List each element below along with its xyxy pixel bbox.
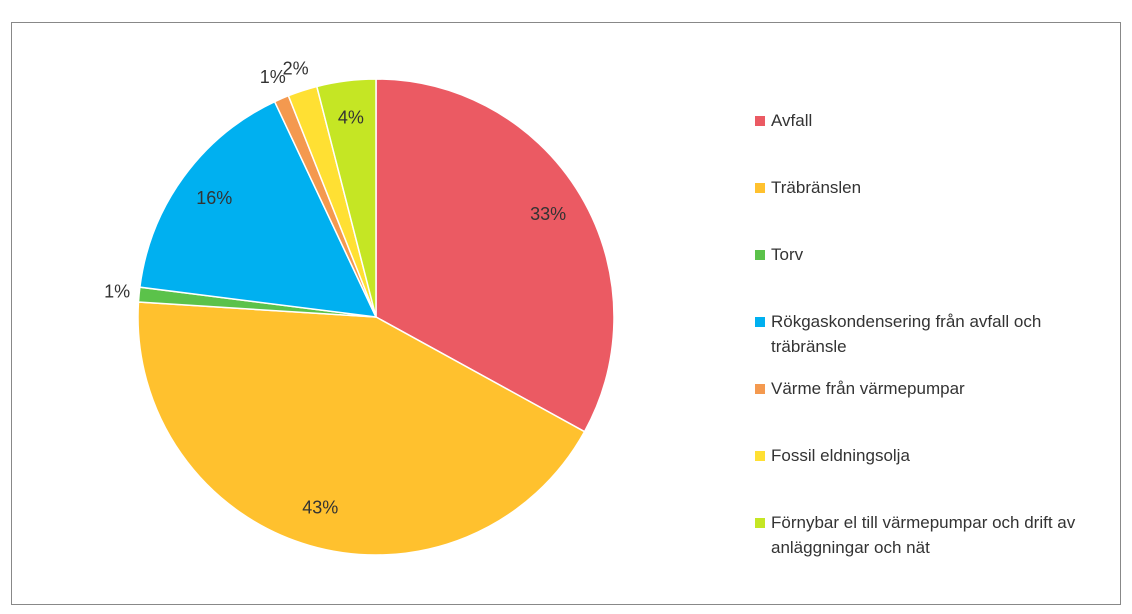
pie-slice — [315, 78, 377, 318]
legend-label: Förnybar el till värmepumpar och drift a… — [771, 513, 1076, 557]
legend-label: Fossil eldningsolja — [771, 446, 910, 465]
pie-slice — [139, 100, 378, 318]
legend-swatch — [755, 317, 765, 327]
data-label: 1% — [260, 67, 286, 87]
legend-swatch — [755, 183, 765, 193]
legend-swatch — [755, 250, 765, 260]
legend-label: Rökgaskondensering från avfall och träbr… — [771, 312, 1042, 356]
legend-swatch — [755, 451, 765, 461]
legend: Avfall Träbränslen Torv Rökgaskondensering … — [755, 108, 1115, 577]
legend-swatch — [755, 384, 765, 394]
legend-label: Träbränslen — [771, 178, 862, 197]
pie-slice — [137, 301, 586, 556]
legend-item: Förnybar el till värmepumpar och drift a… — [755, 510, 1115, 577]
legend-swatch — [755, 518, 765, 528]
data-label: 33% — [530, 204, 566, 224]
legend-label: Värme från värmepumpar — [771, 379, 965, 398]
legend-item: Fossil eldningsolja — [755, 443, 1115, 510]
legend-item: Rökgaskondensering från avfall och träbr… — [755, 309, 1115, 376]
legend-swatch — [755, 116, 765, 126]
legend-label: Torv — [771, 245, 804, 264]
legend-item: Torv — [755, 242, 1115, 309]
data-label: 43% — [302, 498, 338, 518]
legend-item: Värme från värmepumpar — [755, 376, 1115, 443]
legend-label: Avfall — [771, 111, 813, 130]
data-label: 16% — [196, 188, 232, 208]
data-label: 4% — [338, 107, 364, 127]
legend-item: Avfall — [755, 108, 1115, 175]
data-label: 1% — [104, 281, 130, 301]
data-label: 2% — [283, 58, 309, 78]
pie-slice — [375, 78, 615, 433]
legend-item: Träbränslen — [755, 175, 1115, 242]
frame — [11, 22, 1121, 605]
